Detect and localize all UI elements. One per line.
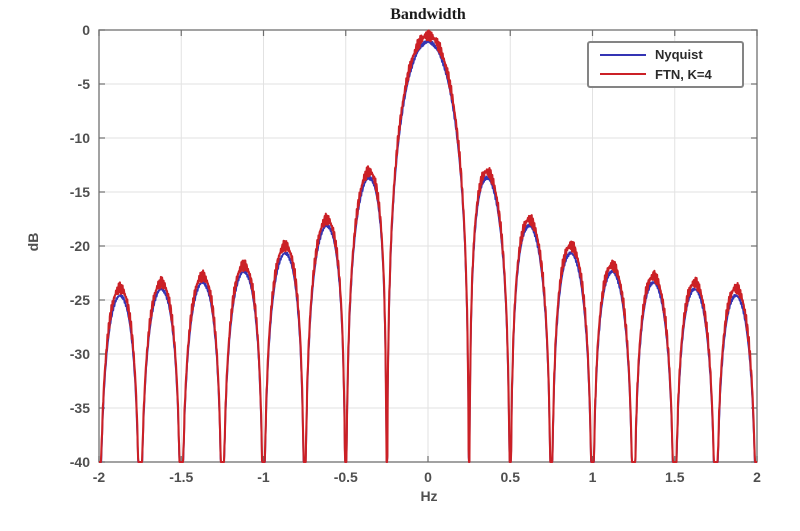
- legend-item-ftn: FTN, K=4: [589, 67, 742, 82]
- svg-text:-1.5: -1.5: [169, 469, 193, 485]
- legend-label-ftn: FTN, K=4: [655, 66, 712, 82]
- svg-text:2: 2: [753, 469, 761, 485]
- svg-text:-15: -15: [70, 184, 90, 200]
- svg-text:-5: -5: [78, 76, 91, 92]
- svg-text:-20: -20: [70, 238, 90, 254]
- legend-item-nyquist: Nyquist: [589, 47, 742, 62]
- svg-text:-10: -10: [70, 130, 90, 146]
- svg-text:-1: -1: [257, 469, 270, 485]
- svg-text:0: 0: [82, 22, 90, 38]
- y-axis-label: dB: [25, 232, 41, 252]
- svg-text:1.5: 1.5: [665, 469, 685, 485]
- legend-label-nyquist: Nyquist: [655, 47, 703, 63]
- svg-text:-40: -40: [70, 454, 90, 470]
- x-axis-label: Hz: [420, 488, 438, 504]
- svg-text:-2: -2: [93, 469, 106, 485]
- svg-text:-30: -30: [70, 346, 90, 362]
- svg-text:-0.5: -0.5: [334, 469, 358, 485]
- svg-text:0.5: 0.5: [501, 469, 521, 485]
- svg-text:0: 0: [424, 469, 432, 485]
- legend: Nyquist FTN, K=4: [587, 41, 744, 88]
- svg-text:1: 1: [589, 469, 597, 485]
- chart-title: Bandwidth: [390, 6, 466, 23]
- nyquist-line-sample: [600, 53, 646, 56]
- ftn-line-sample: [600, 73, 646, 76]
- svg-text:-35: -35: [70, 400, 90, 416]
- svg-text:-25: -25: [70, 292, 90, 308]
